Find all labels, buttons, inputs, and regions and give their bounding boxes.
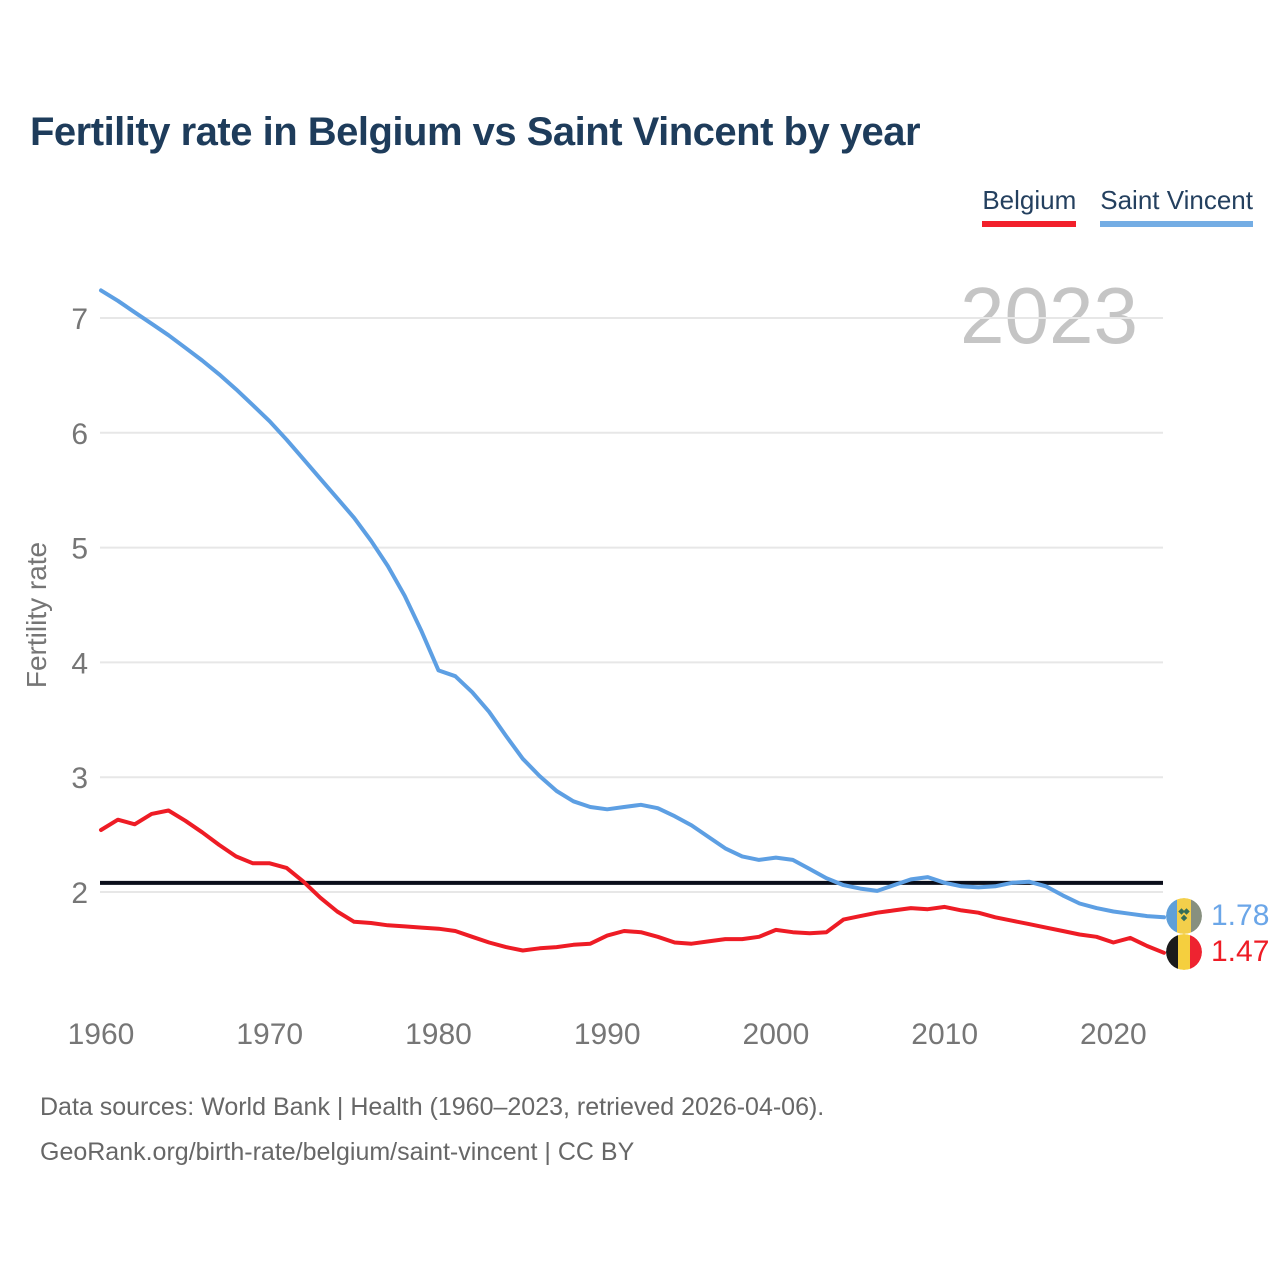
legend-label-saint-vincent: Saint Vincent xyxy=(1100,185,1253,215)
footer-attribution: GeoRank.org/birth-rate/belgium/saint-vin… xyxy=(40,1138,635,1166)
end-label-saint-vincent: 1.78 xyxy=(1166,898,1269,934)
watermark-year: 2023 xyxy=(960,271,1138,360)
x-tick-label-1960: 1960 xyxy=(68,1018,135,1051)
legend-underline-saint-vincent xyxy=(1100,221,1253,227)
x-tick-label-1970: 1970 xyxy=(236,1018,303,1051)
x-tick-label-2010: 2010 xyxy=(911,1018,978,1051)
legend-underline-belgium xyxy=(982,221,1077,227)
x-tick-label-2000: 2000 xyxy=(743,1018,810,1051)
legend-item-saint-vincent[interactable]: Saint Vincent xyxy=(1100,185,1253,227)
y-tick-label-2: 2 xyxy=(71,877,88,910)
legend-item-belgium[interactable]: Belgium xyxy=(982,185,1077,227)
y-axis-title: Fertility rate xyxy=(21,542,52,688)
x-tick-label-1990: 1990 xyxy=(574,1018,641,1051)
end-value-belgium: 1.47 xyxy=(1211,935,1270,968)
y-tick-label-4: 4 xyxy=(71,647,88,680)
end-label-belgium: 1.47 xyxy=(1166,934,1269,970)
x-tick-label-1980: 1980 xyxy=(405,1018,472,1051)
footer-data-sources: Data sources: World Bank | Health (1960–… xyxy=(40,1093,825,1121)
y-tick-label-3: 3 xyxy=(71,762,88,795)
x-tick-label-2020: 2020 xyxy=(1080,1018,1147,1051)
legend-label-belgium: Belgium xyxy=(982,185,1077,215)
series-line-belgium xyxy=(99,808,1166,955)
saint-vincent-flag-icon xyxy=(1166,898,1202,934)
belgium-flag-icon xyxy=(1166,934,1202,970)
end-value-saint-vincent: 1.78 xyxy=(1211,899,1270,932)
page-title: Fertility rate in Belgium vs Saint Vince… xyxy=(30,110,921,154)
y-tick-label-6: 6 xyxy=(71,418,88,451)
series-line-saint-vincent xyxy=(99,288,1166,920)
footer: Data sources: World Bank | Health (1960–… xyxy=(40,1085,824,1175)
y-tick-label-7: 7 xyxy=(71,303,88,336)
y-tick-label-5: 5 xyxy=(71,533,88,566)
legend: Belgium Saint Vincent xyxy=(982,185,1253,227)
